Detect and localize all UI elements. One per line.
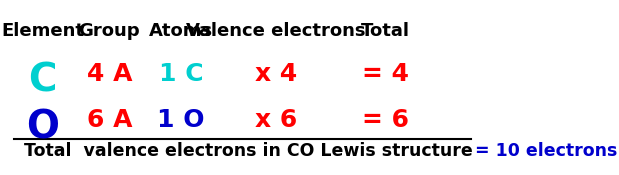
Text: 1 C: 1 C xyxy=(158,62,203,86)
Text: 4 A: 4 A xyxy=(87,62,132,86)
Text: = 6: = 6 xyxy=(362,108,409,132)
Text: Total  valence electrons in CO Lewis structure: Total valence electrons in CO Lewis stru… xyxy=(24,142,478,160)
Text: x 6: x 6 xyxy=(255,108,297,132)
Text: O: O xyxy=(26,108,59,146)
Text: = 10 electrons: = 10 electrons xyxy=(475,142,618,160)
Text: Atoms: Atoms xyxy=(149,22,213,40)
Text: 6 A: 6 A xyxy=(87,108,132,132)
Text: Valence electrons: Valence electrons xyxy=(186,22,366,40)
Text: Total: Total xyxy=(361,22,410,40)
Text: 1 O: 1 O xyxy=(157,108,204,132)
Text: x 4: x 4 xyxy=(255,62,297,86)
Text: = 4: = 4 xyxy=(362,62,409,86)
Text: Group: Group xyxy=(79,22,140,40)
Text: Element: Element xyxy=(1,22,84,40)
Text: C: C xyxy=(28,62,57,100)
